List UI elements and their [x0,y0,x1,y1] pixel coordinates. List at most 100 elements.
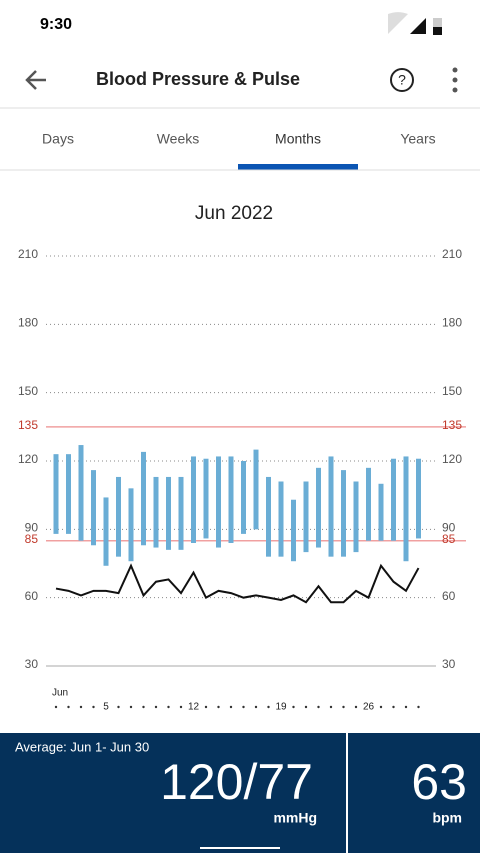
x-tick-dot [417,705,420,709]
x-tick-dot [79,705,83,709]
y-tick-label: 210 [18,247,38,261]
reference-label: 85 [25,532,39,546]
bp-bar [191,456,196,543]
bp-bar [341,470,346,557]
status-time: 9:30 [40,16,72,33]
summary-bp-unit: mmHg [273,810,317,826]
bp-bar [166,476,171,550]
tab[interactable]: Years [400,131,435,147]
y2-tick-label: 60 [442,589,456,603]
header-title: Blood Pressure & Pulse [96,69,300,89]
bp-bar [291,499,296,562]
y-tick-label: 90 [25,521,39,535]
bp-bar [316,467,321,548]
y-tick-label: 30 [25,657,39,671]
summary-bp: 120/77 [160,754,313,810]
x-tick-dot [117,705,120,709]
bp-bar [153,476,159,548]
x-tick-dot [142,705,145,709]
bp-bar [366,467,371,541]
x-tick-dot [379,705,383,709]
bp-bar [353,481,359,553]
tab-indicator [238,164,358,170]
bp-bar [328,456,334,557]
menu-button[interactable] [452,67,458,93]
y2-tick-label: 150 [442,384,462,398]
bp-bar [378,483,384,541]
bp-bar [141,451,146,546]
bp-bar [116,476,121,557]
y-tick-label: 180 [18,316,38,330]
summary-pulse-unit: bpm [432,810,462,826]
tab[interactable]: Weeks [157,131,200,147]
bp-bar [228,456,234,543]
x-tick-dot [354,705,358,709]
x-tick-dot [229,705,233,709]
x-tick-dot [204,705,208,709]
bp-bar [91,470,96,546]
y2-tick-label: 180 [442,316,462,330]
x-tick-dot [304,705,308,709]
x-tick-dot [404,705,408,709]
tab[interactable]: Days [42,131,74,147]
bp-bar [391,458,396,541]
chart-title: Jun 2022 [195,203,273,224]
x-tick-label: 26 [363,702,375,713]
x-tick-dot [392,705,395,709]
reference-label: 135 [442,418,462,432]
y-tick-label: 150 [18,384,38,398]
x-tick-dot [329,705,333,709]
bp-bar [266,476,271,557]
bp-bar [103,497,109,566]
summary-panel [0,733,480,853]
x-tick-dot [129,705,133,709]
x-tick-dot [67,705,70,709]
x-tick-dot [179,705,183,709]
bp-bar [278,481,284,557]
bp-bar [53,454,59,534]
x-tick-dot [217,705,220,709]
x-tick-label: 12 [188,702,200,713]
bp-bar [78,445,84,541]
bp-bar [66,454,71,534]
bp-bar [128,488,134,562]
bp-bar [253,449,259,530]
y2-tick-label: 30 [442,657,456,671]
reference-label: 135 [18,418,38,432]
x-tick-dot [292,705,295,709]
x-tick-dot [242,705,245,709]
bp-bar [203,458,209,539]
y2-tick-label: 210 [442,247,462,261]
status-icons [388,12,442,35]
x-tick-label: 5 [103,702,109,713]
x-tick-dot [167,705,170,709]
help-button[interactable]: ? [390,68,414,92]
summary-pulse: 63 [411,754,467,810]
bp-bar [403,456,409,562]
bp-bar [216,456,221,548]
bp-bar [178,476,184,550]
back-button[interactable] [25,70,46,90]
tab[interactable]: Months [275,131,321,147]
bp-bar [416,458,421,539]
x-tick-label: 19 [275,702,287,713]
y2-tick-label: 90 [442,521,456,535]
x-tick-dot [317,705,320,709]
summary-label: Average: Jun 1- Jun 30 [15,739,149,754]
x-tick-dot [154,705,158,709]
x-tick-dot [342,705,345,709]
y2-tick-label: 120 [442,452,462,466]
x-tick-dot [92,705,95,709]
y-tick-label: 120 [18,452,38,466]
x-tick-dot [267,705,270,709]
reference-label: 85 [442,532,456,546]
svg-text:?: ? [398,72,406,88]
y-tick-label: 60 [25,589,39,603]
bp-bar [303,481,309,553]
bp-bar [241,461,246,534]
pulse-line [55,563,420,604]
x-tick-label: Jun [52,688,68,699]
x-tick-dot [254,705,258,709]
x-tick-dot [54,705,58,709]
